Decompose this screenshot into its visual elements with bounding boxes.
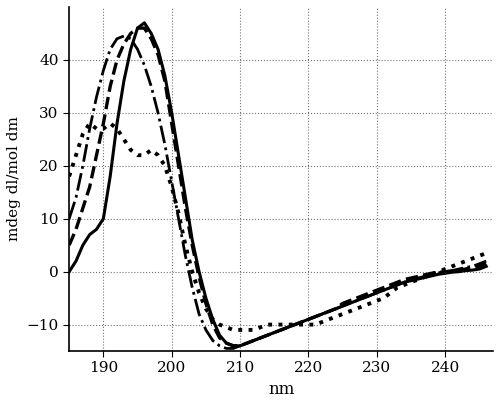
pH 4.0 [285,322,291,327]
pH 6.0 [100,121,106,126]
pH 6.0 [66,243,72,247]
pH 6.0 [182,206,188,211]
pH 4.0 [333,314,339,319]
pH 7.0 [155,47,161,52]
pH 4.0 [442,266,448,271]
Line: pH 6.0: pH 6.0 [69,28,486,346]
pH 7.0 [333,306,339,311]
pH 4.0 [86,121,92,126]
pH 6.0 [134,26,140,30]
Line: pH 7.0: pH 7.0 [69,23,486,346]
pH 6.0 [483,261,489,266]
pH 7.0 [66,269,72,274]
Line: pH 4.0: pH 4.0 [69,124,486,330]
pH 4.0 [66,174,72,179]
pH 7.0 [483,264,489,269]
pH 7.0 [285,325,291,330]
pH 6.0 [442,269,448,274]
X-axis label: nm: nm [268,381,294,398]
pH 4.0 [155,153,161,158]
pH 4.0 [483,251,489,256]
pH 7.0 [182,195,188,200]
pH 4.0 [182,243,188,247]
pH 4.0 [230,328,236,333]
pH 5.0 [224,346,230,351]
Line: pH 5.0: pH 5.0 [69,36,486,348]
pH 5.0 [155,111,161,115]
pH 5.0 [182,254,188,258]
pH 5.0 [442,269,448,274]
pH 5.0 [333,306,339,311]
pH 7.0 [100,216,106,221]
pH 6.0 [155,52,161,57]
pH 5.0 [100,68,106,73]
pH 4.0 [107,121,113,126]
pH 7.0 [442,271,448,276]
pH 6.0 [230,343,236,348]
pH 5.0 [285,325,291,330]
pH 7.0 [142,20,148,25]
pH 6.0 [333,306,339,311]
pH 7.0 [230,343,236,348]
Y-axis label: mdeg dl/mol dm: mdeg dl/mol dm [7,117,21,241]
pH 5.0 [121,34,127,38]
pH 5.0 [483,259,489,264]
pH 5.0 [66,216,72,221]
pH 6.0 [285,325,291,330]
